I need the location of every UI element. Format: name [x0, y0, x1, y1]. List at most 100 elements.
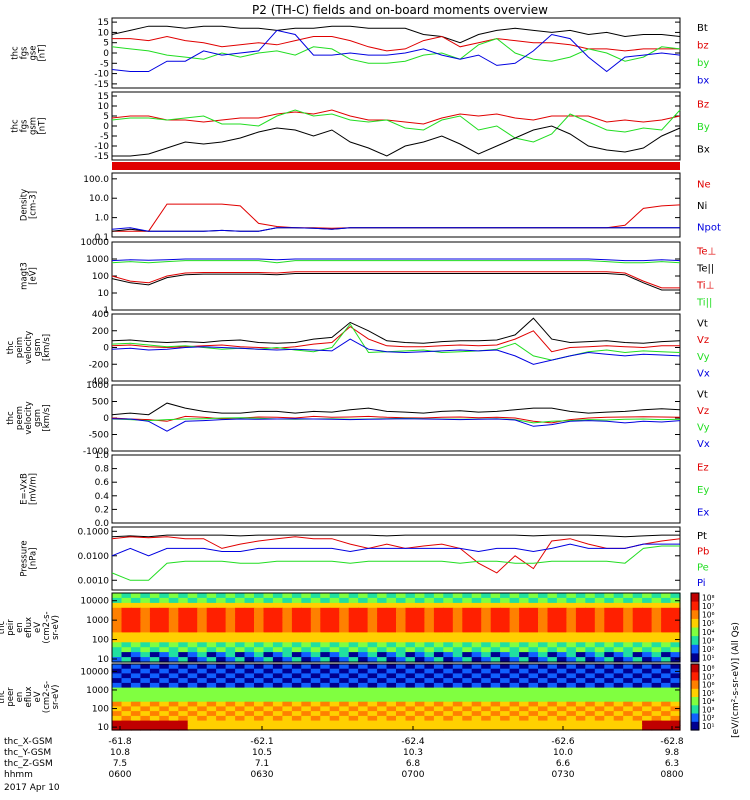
- heatmap-cell: [206, 652, 217, 658]
- heatmap-cell: [272, 607, 283, 614]
- heatmap-cell: [623, 637, 634, 643]
- heatmap-cell: [623, 622, 634, 629]
- heatmap-cell: [168, 597, 179, 604]
- heatmap-cell: [443, 692, 454, 698]
- heatmap-cell: [509, 602, 520, 609]
- heatmap-cell: [149, 701, 160, 707]
- heatmap-cell: [471, 627, 482, 633]
- heatmap-cell: [424, 647, 435, 653]
- heatmap-cell: [424, 627, 435, 633]
- heatmap-cell: [405, 627, 416, 633]
- heatmap-cell: [509, 692, 520, 698]
- heatmap-cell: [225, 597, 236, 604]
- heatmap-cell: [547, 612, 558, 619]
- heatmap-cell: [490, 697, 501, 703]
- heatmap-cell: [414, 715, 425, 722]
- heatmap-cell: [272, 627, 283, 633]
- heatmap-cell: [443, 678, 454, 684]
- heatmap-cell: [149, 632, 160, 638]
- heatmap-cell: [310, 602, 321, 609]
- heatmap-cell: [623, 701, 634, 707]
- y-axis-label-line: [km/s]: [42, 404, 52, 431]
- heatmap-cell: [263, 647, 274, 653]
- heatmap-cell: [386, 692, 397, 698]
- series-line-p8-0: [111, 534, 680, 538]
- heatmap-cell: [386, 664, 397, 670]
- heatmap-cell: [377, 647, 388, 653]
- heatmap-cell: [112, 687, 123, 693]
- y-tick-label: 0: [103, 344, 109, 354]
- heatmap-cell: [575, 602, 586, 609]
- heatmap-cell: [358, 715, 369, 722]
- heatmap-cell: [225, 647, 236, 653]
- heatmap-cell: [377, 642, 388, 648]
- heatmap-cell: [414, 697, 425, 703]
- heatmap-cell: [149, 617, 160, 624]
- heatmap-cell: [424, 632, 435, 638]
- y-tick-label: 10: [98, 289, 110, 299]
- heatmap-cell: [490, 647, 501, 653]
- heatmap-cell: [386, 725, 397, 731]
- heatmap-cell: [547, 678, 558, 684]
- heatmap-cell: [547, 692, 558, 698]
- heatmap-cell: [500, 706, 511, 712]
- x-axis-value: 10.0: [553, 748, 573, 758]
- heatmap-cell: [414, 668, 425, 674]
- heatmap-cell: [528, 715, 539, 722]
- heatmap-cell: [197, 652, 208, 658]
- heatmap-cell: [291, 668, 302, 674]
- heatmap-cell: [424, 622, 435, 629]
- heatmap-cell: [452, 706, 463, 712]
- heatmap-cell: [301, 701, 312, 707]
- heatmap-cell: [149, 593, 160, 599]
- heatmap-cell: [500, 597, 511, 604]
- legend-entry: Vz: [697, 406, 709, 417]
- heatmap-cell: [254, 673, 265, 679]
- heatmap-cell: [405, 715, 416, 722]
- heatmap-cell: [566, 673, 577, 679]
- heatmap-cell: [130, 627, 141, 633]
- heatmap-cell: [112, 652, 123, 658]
- heatmap-cell: [197, 612, 208, 619]
- heatmap-cell: [225, 682, 236, 689]
- y-tick-label: 5: [103, 112, 109, 122]
- y-tick-label: 500: [92, 398, 109, 408]
- heatmap-cell: [263, 673, 274, 679]
- heatmap-cell: [575, 725, 586, 731]
- heatmap-cell: [528, 647, 539, 653]
- heatmap-cell: [272, 692, 283, 698]
- heatmap-cell: [263, 697, 274, 703]
- heatmap-cell: [377, 617, 388, 624]
- heatmap-cell: [670, 697, 681, 703]
- heatmap-cell: [348, 701, 359, 707]
- legend-entry: Pe: [697, 562, 709, 573]
- heatmap-cell: [566, 687, 577, 693]
- heatmap-cell: [661, 657, 672, 663]
- heatmap-cell: [206, 725, 217, 731]
- heatmap-cell: [130, 697, 141, 703]
- y-axis-label-line: Pressure: [20, 540, 30, 576]
- heatmap-cell: [500, 657, 511, 663]
- y-axis-label-line: [cm-3]: [29, 191, 39, 219]
- heatmap-cell: [282, 612, 293, 619]
- heatmap-cell: [642, 697, 653, 703]
- heatmap-cell: [216, 720, 227, 726]
- heatmap-cell: [594, 692, 605, 698]
- heatmap-cell: [339, 706, 350, 712]
- heatmap-cell: [272, 701, 283, 707]
- heatmap-cell: [168, 602, 179, 609]
- heatmap-cell: [414, 682, 425, 689]
- colorbar-segment: [691, 627, 699, 637]
- y-axis-label-line: fgs: [20, 119, 30, 132]
- heatmap-cell: [661, 678, 672, 684]
- heatmap-cell: [130, 715, 141, 722]
- heatmap-cell: [670, 622, 681, 629]
- heatmap-cell: [329, 692, 340, 698]
- heatmap-cell: [528, 668, 539, 674]
- heatmap-cell: [623, 664, 634, 670]
- heatmap-cell: [613, 627, 624, 633]
- heatmap-cell: [187, 711, 198, 717]
- heatmap-cell: [320, 627, 331, 633]
- heatmap-cell: [112, 682, 123, 689]
- heatmap-cell: [263, 612, 274, 619]
